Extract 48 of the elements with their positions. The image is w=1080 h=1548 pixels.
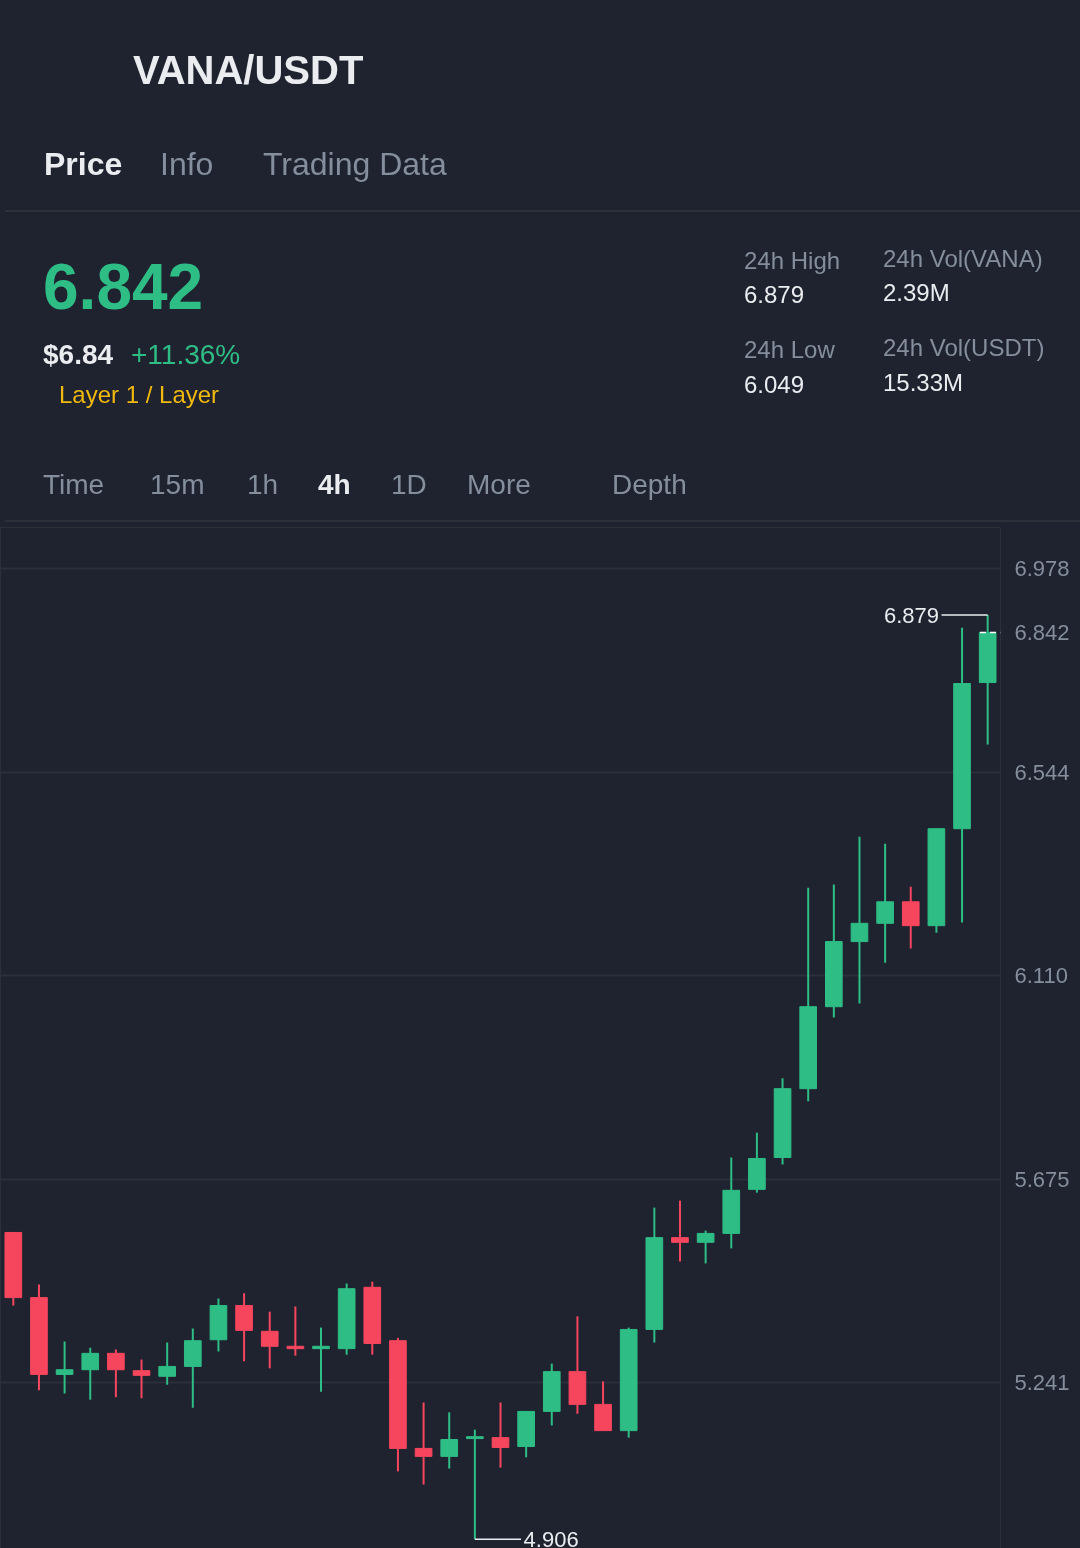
text: More bbox=[467, 468, 531, 502]
text: 15.33M bbox=[883, 367, 964, 398]
ref-line-label: 6.842 bbox=[1014, 619, 1070, 645]
candlestick bbox=[850, 835, 869, 1005]
y-tick-label: 6.544 bbox=[1014, 759, 1070, 785]
candlestick bbox=[466, 1428, 484, 1541]
candlestick bbox=[696, 1229, 715, 1265]
candlestick bbox=[81, 1346, 100, 1401]
candlestick bbox=[491, 1401, 510, 1469]
chart-title: VANA/USDT bbox=[133, 47, 364, 95]
text: 24h High bbox=[744, 245, 841, 276]
text: +11.36% bbox=[131, 338, 241, 372]
y-tick-label: 5.675 bbox=[1014, 1166, 1070, 1192]
text: 2.39M bbox=[883, 277, 950, 308]
text: 6.049 bbox=[744, 369, 805, 400]
y-tick-label: 6.978 bbox=[1014, 556, 1070, 582]
text: Price bbox=[44, 145, 123, 185]
candlestick bbox=[158, 1341, 176, 1386]
text: Time bbox=[43, 468, 105, 502]
candlestick bbox=[901, 885, 920, 950]
text: 1h bbox=[247, 468, 279, 502]
candlestick bbox=[312, 1326, 330, 1393]
candlestick bbox=[260, 1310, 279, 1370]
candlestick bbox=[876, 842, 894, 964]
text: 24h Low bbox=[744, 334, 835, 365]
text: Depth bbox=[612, 468, 687, 502]
text: 24h Vol(VANA) bbox=[883, 243, 1043, 274]
text: $6.84 bbox=[43, 338, 114, 372]
text: 6.842 bbox=[43, 250, 204, 326]
candlestick bbox=[107, 1348, 125, 1399]
annotation: 6.879 bbox=[883, 602, 939, 628]
text: Trading Data bbox=[263, 145, 447, 185]
text: Info bbox=[160, 145, 214, 185]
text: 1D bbox=[391, 468, 427, 502]
candlestick bbox=[414, 1401, 433, 1486]
candlestick bbox=[55, 1340, 74, 1395]
candlestick bbox=[671, 1199, 689, 1263]
text: Layer 1 / Layer bbox=[59, 379, 220, 410]
annotation: 4.906 bbox=[523, 1526, 579, 1548]
candlestick bbox=[440, 1411, 459, 1470]
y-tick-label: 5.241 bbox=[1014, 1369, 1070, 1395]
text: 4h bbox=[318, 468, 351, 502]
candlestick bbox=[132, 1358, 151, 1400]
text: 15m bbox=[150, 468, 205, 502]
text: 6.879 bbox=[744, 279, 805, 310]
candlestick bbox=[286, 1305, 305, 1357]
text: 24h Vol(USDT) bbox=[883, 332, 1045, 363]
y-tick-label: 6.110 bbox=[1014, 962, 1068, 988]
